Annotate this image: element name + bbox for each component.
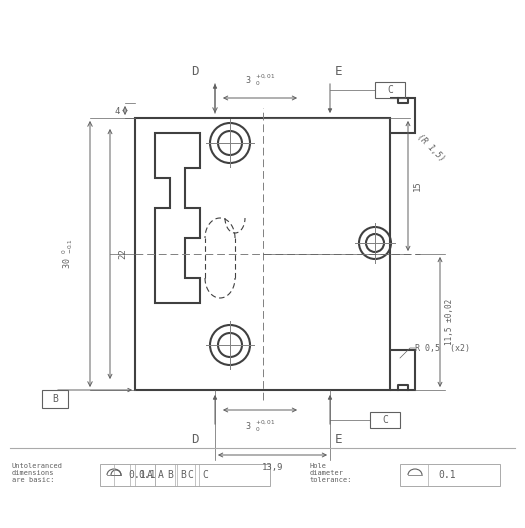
- Bar: [375, 82, 405, 98]
- Bar: [370, 412, 400, 428]
- Text: E: E: [335, 433, 342, 446]
- Text: B: B: [167, 470, 173, 480]
- Text: C: C: [382, 415, 388, 425]
- Text: 3 $^{+0,01}_0$: 3 $^{+0,01}_0$: [245, 72, 275, 88]
- Text: B: B: [180, 470, 186, 480]
- Text: 15: 15: [413, 181, 422, 191]
- Text: C: C: [187, 470, 193, 480]
- Text: B: B: [52, 394, 58, 404]
- Bar: [100, 464, 270, 486]
- Text: E: E: [335, 65, 342, 78]
- Text: Untoleranced
dimensions
are basic:: Untoleranced dimensions are basic:: [12, 463, 63, 483]
- Text: 30 $^0_{-0.1}$: 30 $^0_{-0.1}$: [60, 239, 76, 269]
- Text: R 0,5  (x2): R 0,5 (x2): [415, 344, 470, 353]
- Text: 11,5 ±0,02: 11,5 ±0,02: [445, 299, 454, 345]
- Text: 0.1: 0.1: [138, 470, 155, 480]
- Text: 13,9: 13,9: [262, 463, 284, 472]
- Text: C: C: [387, 85, 393, 95]
- Text: (R 1,5): (R 1,5): [415, 133, 446, 164]
- Text: D: D: [191, 65, 199, 78]
- Text: 3 $^{+0,01}_0$: 3 $^{+0,01}_0$: [245, 418, 275, 433]
- Text: 4: 4: [114, 107, 120, 116]
- Bar: [42, 390, 68, 408]
- Text: C: C: [202, 470, 208, 480]
- Text: D: D: [191, 433, 199, 446]
- Text: A: A: [147, 470, 153, 480]
- Text: A: A: [158, 470, 164, 480]
- Text: 0.1: 0.1: [438, 470, 456, 480]
- Text: Hole
diameter
tolerance:: Hole diameter tolerance:: [310, 463, 352, 483]
- Text: 22: 22: [118, 249, 127, 259]
- Text: 0.1: 0.1: [128, 470, 145, 480]
- Bar: [400, 464, 500, 486]
